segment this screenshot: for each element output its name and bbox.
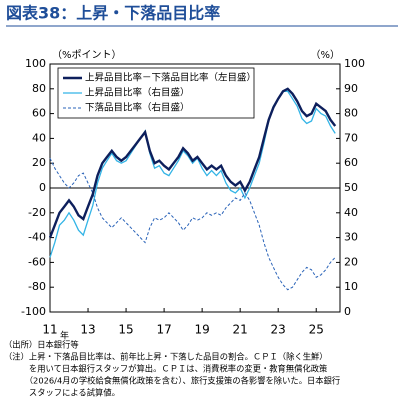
note: （注）上昇・下落品目比率は、前年比上昇・下落した品目の割合。ＣＰＩ（除く生鮮） (4, 352, 328, 362)
y-tick-label: -80 (28, 280, 46, 293)
legend-label: 上昇品目比率（右目盛） (85, 87, 190, 99)
y-tick-label: 100 (25, 57, 46, 70)
y2-tick-label: 70 (344, 131, 358, 144)
chart-title: 図表38：上昇・下落品目比率 (6, 4, 220, 23)
x-tick-label: 15 (118, 323, 133, 337)
legend-box (57, 67, 255, 119)
series-line (49, 90, 336, 258)
y2-tick-label: 90 (344, 82, 358, 95)
y-tick-label: -100 (21, 305, 46, 318)
legend-label: 上昇品目比率－下落品目比率（左目盛） (85, 72, 256, 84)
y-tick-label: 0 (39, 181, 46, 194)
y-tick-label: 20 (32, 156, 46, 169)
y-tick-label: 60 (32, 107, 46, 120)
x-tick-label: 25 (309, 323, 324, 337)
y2-tick-label: 60 (344, 156, 358, 169)
note: （2026/4月の学校給食無償化政策を含む）、旅行支援策の各影響を除いた。日本銀… (4, 376, 340, 386)
y-tick-label: -20 (28, 206, 46, 219)
y-axis-label: （%ポイント） (52, 49, 122, 61)
series-line (49, 157, 336, 291)
y2-tick-label: 30 (344, 231, 358, 244)
x-tick-label: 19 (194, 323, 209, 337)
y2-tick-label: 0 (344, 305, 351, 318)
y2-tick-label: 50 (344, 181, 358, 194)
series-line (48, 87, 337, 239)
y2-tick-label: 20 (344, 255, 358, 268)
y-tick-label: -40 (28, 231, 46, 244)
y2-tick-label: 100 (344, 57, 365, 70)
y-tick-label: -60 (28, 255, 46, 268)
x-tick-label: 11 (42, 323, 57, 337)
x-unit: 年 (60, 330, 69, 342)
y2-axis-label: （%） (310, 49, 340, 61)
x-tick-label: 23 (271, 323, 286, 337)
x-tick-label: 17 (156, 323, 171, 337)
note: （出所）日本銀行等 (4, 340, 79, 350)
y2-tick-label: 80 (344, 107, 358, 120)
note: を用いて日本銀行スタッフが算出。ＣＰＩは、消費税率の変更・教育無償化政策 (4, 364, 328, 374)
y2-tick-label: 40 (344, 206, 358, 219)
x-tick-label: 13 (80, 323, 95, 337)
y-tick-label: 80 (32, 82, 46, 95)
legend-label: 下落品目比率（右目盛） (85, 102, 190, 114)
y2-tick-label: 10 (344, 280, 358, 293)
y-tick-label: 40 (32, 131, 46, 144)
note: スタッフによる試算値。 (4, 388, 120, 398)
x-tick-label: 21 (233, 323, 248, 337)
